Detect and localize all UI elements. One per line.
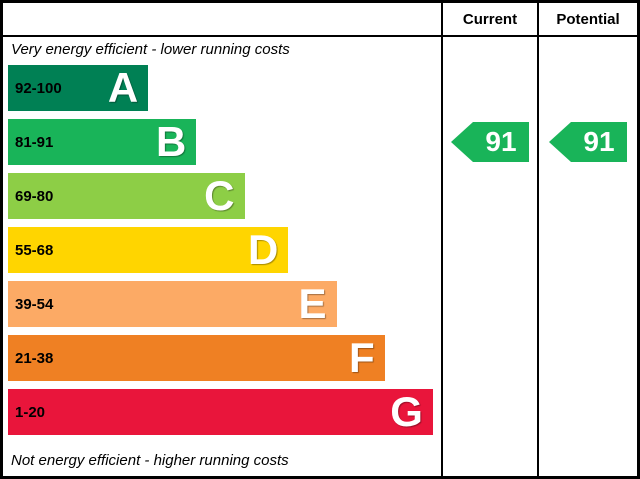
arrow-left-point-icon	[451, 122, 473, 162]
current-rating-arrow: 91	[451, 122, 529, 162]
potential-rating-value: 91	[583, 126, 615, 157]
potential-column-header: Potential	[537, 3, 637, 37]
band-range-label: 81-91	[15, 133, 54, 151]
arrow-body: 91	[473, 122, 529, 162]
band-letter: A	[107, 64, 139, 111]
band-range-label: 92-100	[15, 79, 62, 97]
header-empty-cell	[3, 3, 441, 37]
current-rating-value: 91	[485, 126, 517, 157]
band-bar-e: 39-54 E	[8, 281, 337, 327]
band-row-b: 81-91 B	[3, 115, 441, 169]
band-range-label: 1-20	[15, 403, 46, 421]
rating-scale-area: Very energy efficient - lower running co…	[3, 37, 441, 476]
band-letter: F	[349, 334, 375, 381]
current-column-header: Current	[441, 3, 537, 37]
band-range-label: 21-38	[15, 349, 54, 367]
potential-score-column: 91	[537, 37, 637, 476]
band-range-label: 39-54	[15, 295, 54, 313]
bottom-caption: Not energy efficient - higher running co…	[11, 452, 289, 469]
band-letter: C	[204, 172, 235, 219]
band-row-c: 69-80 C	[3, 169, 441, 223]
band-letter: B	[155, 118, 187, 165]
arrow-body: 91	[571, 122, 627, 162]
current-score-column: 91	[441, 37, 537, 476]
band-list: 92-100 A 81-91 B 69-80 C 55-68	[3, 61, 441, 439]
band-letter: G	[390, 388, 423, 435]
band-row-f: 21-38 F	[3, 331, 441, 385]
band-row-d: 55-68 D	[3, 223, 441, 277]
band-bar-a: 92-100 A	[8, 64, 149, 111]
arrow-left-point-icon	[549, 122, 571, 162]
band-row-e: 39-54 E	[3, 277, 441, 331]
band-bar-f: 21-38 F	[8, 335, 385, 381]
band-row-a: 92-100 A	[3, 61, 441, 115]
band-bar-d: 55-68 D	[8, 226, 289, 273]
band-bar-c: 69-80 C	[8, 173, 245, 219]
band-bar-b: 81-91 B	[8, 118, 197, 165]
band-bar-g: 1-20 G	[8, 389, 433, 435]
band-letter: D	[247, 226, 279, 273]
band-range-label: 69-80	[15, 187, 54, 205]
potential-rating-arrow: 91	[549, 122, 627, 162]
top-caption: Very energy efficient - lower running co…	[11, 40, 290, 58]
band-row-g: 1-20 G	[3, 385, 441, 439]
band-letter: E	[298, 280, 327, 327]
band-range-label: 55-68	[15, 241, 54, 259]
